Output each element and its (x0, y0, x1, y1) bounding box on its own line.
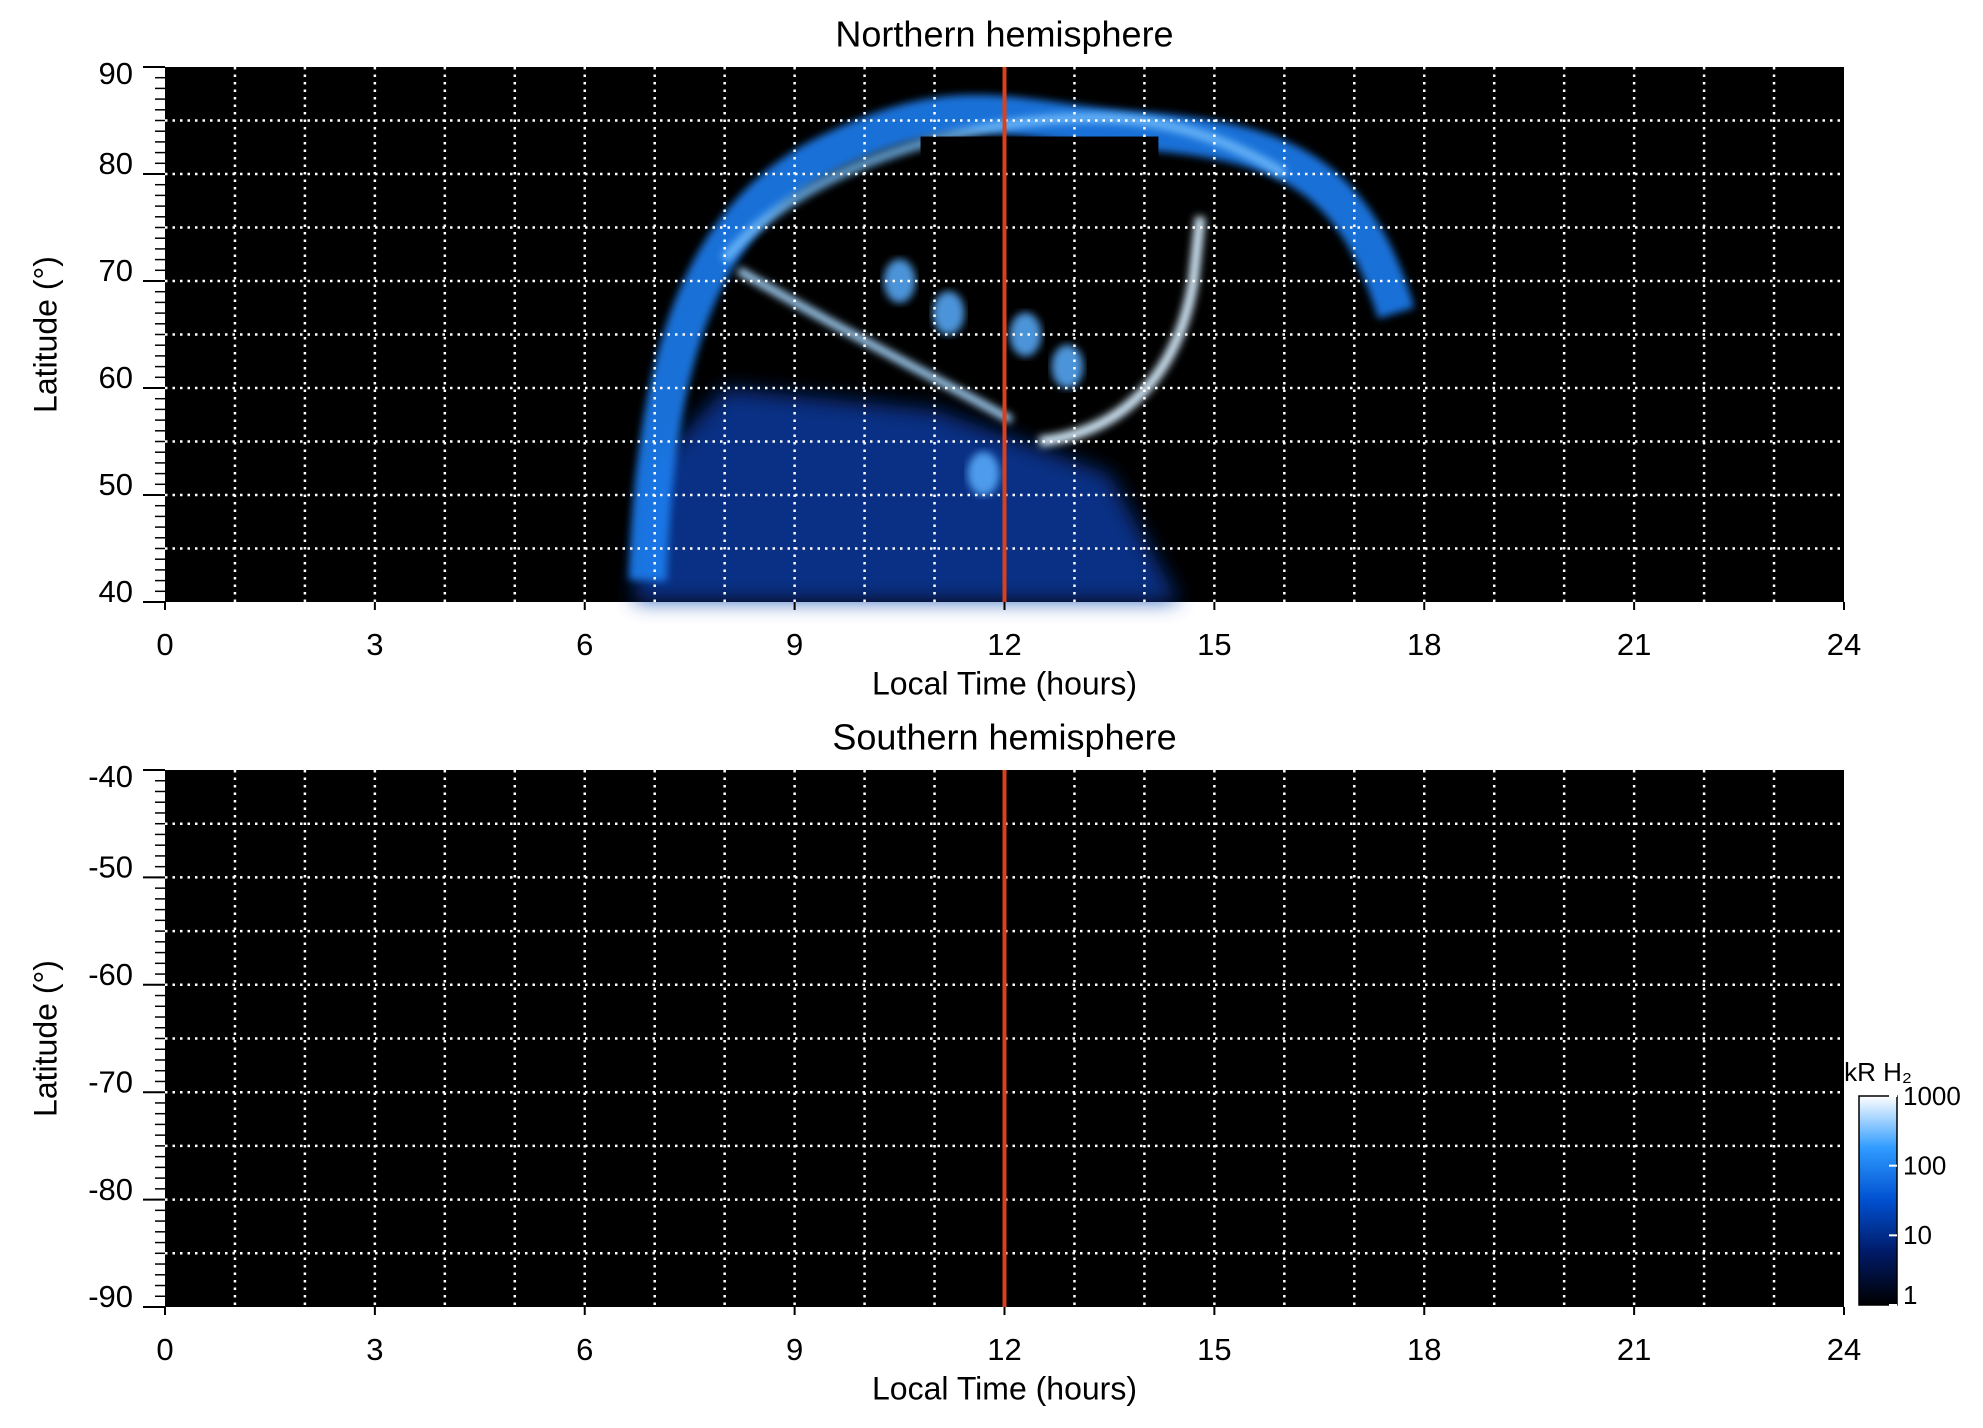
x-tick-label: 12 (987, 627, 1021, 662)
x-tick-label: 9 (786, 1332, 803, 1367)
aurora-emission (720, 112, 1287, 263)
aurora-emission (1038, 216, 1206, 447)
x-tick-label: 15 (1197, 1332, 1231, 1367)
x-tick-label: 21 (1617, 627, 1651, 662)
y-axis-label: Latitude (°) (27, 256, 63, 413)
y-tick-label: -70 (88, 1064, 133, 1099)
y-tick-label: -80 (88, 1172, 133, 1207)
y-tick-label: 60 (99, 360, 133, 395)
x-tick-label: 24 (1827, 627, 1861, 662)
x-axis-label: Local Time (hours) (872, 665, 1137, 701)
colorbar-label: kR H₂ (1844, 1057, 1912, 1087)
colorbar-tick-label: 1 (1903, 1280, 1917, 1310)
aurora-spot (1009, 312, 1042, 357)
y-tick-label: 70 (99, 253, 133, 288)
y-axis-label: Latitude (°) (27, 960, 63, 1117)
aurora-spot (967, 451, 1000, 496)
x-tick-label: 6 (576, 627, 593, 662)
aurora-emission (736, 266, 1014, 424)
y-tick-label: -40 (88, 759, 133, 794)
y-tick-label: -60 (88, 957, 133, 992)
x-tick-label: 0 (156, 627, 173, 662)
colorbar-tick-label: 1000 (1903, 1081, 1961, 1111)
panel: 40 50 60 70 80 90 0 3 6 9 12 15 18 21 24 Northern hemis… (27, 14, 1861, 702)
chart-title: Southern hemisphere (832, 717, 1176, 758)
y-tick-label: -50 (88, 850, 133, 885)
colorbar-tick-label: 10 (1903, 1220, 1932, 1250)
y-tick-label: 80 (99, 146, 133, 181)
x-tick-label: 18 (1407, 627, 1441, 662)
x-axis-label: Local Time (hours) (872, 1370, 1137, 1406)
panel: -90 -80 -70 -60 -50 -40 0 3 6 9 12 15 18 21 24 Southern… (27, 717, 1960, 1407)
x-tick-label: 15 (1197, 627, 1231, 662)
y-tick-label: -90 (88, 1279, 133, 1314)
colorbar (1858, 1095, 1898, 1306)
y-tick-label: 40 (99, 574, 133, 609)
aurora-emission (628, 94, 1415, 582)
y-tick-label: 90 (99, 56, 133, 91)
x-tick-label: 0 (156, 1332, 173, 1367)
x-tick-label: 24 (1827, 1332, 1861, 1367)
aurora-spot (932, 291, 965, 336)
x-tick-label: 21 (1617, 1332, 1651, 1367)
colorbar-tick-label: 100 (1903, 1151, 1946, 1181)
x-tick-label: 3 (366, 1332, 383, 1367)
x-tick-label: 18 (1407, 1332, 1441, 1367)
x-tick-label: 3 (366, 627, 383, 662)
x-tick-label: 6 (576, 1332, 593, 1367)
chart-title: Northern hemisphere (835, 14, 1173, 55)
x-tick-label: 12 (987, 1332, 1021, 1367)
y-tick-label: 50 (99, 467, 133, 502)
aurora-spot (1051, 344, 1084, 389)
x-tick-label: 9 (786, 627, 803, 662)
aurora-gap (920, 136, 1159, 207)
aurora-spot (883, 259, 916, 303)
